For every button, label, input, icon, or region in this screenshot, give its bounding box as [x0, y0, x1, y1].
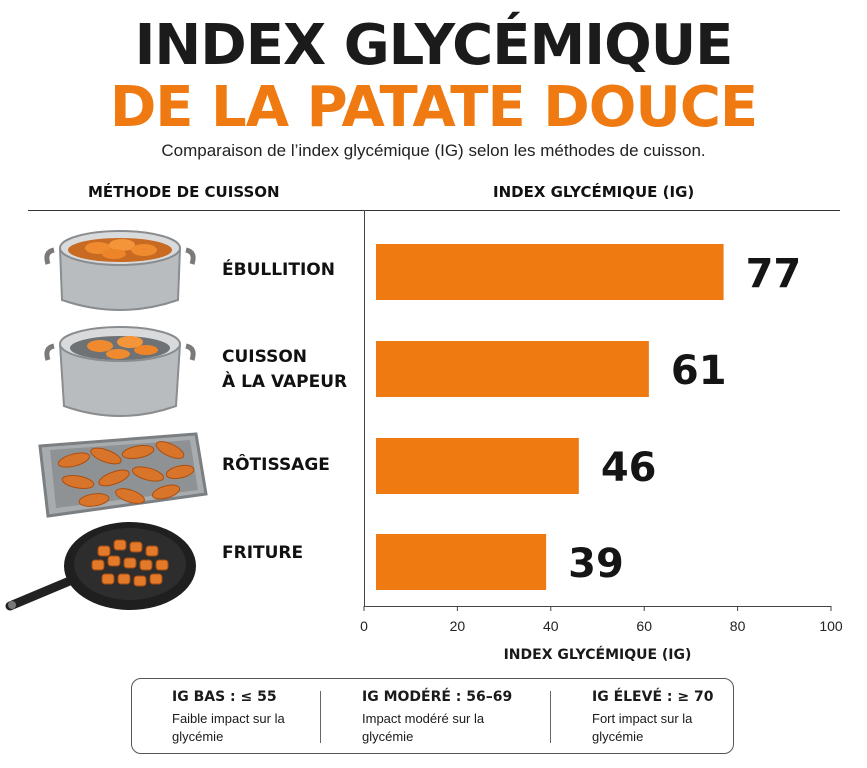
legend-desc-high: Fort impact sur la glycémie: [592, 711, 693, 745]
bar-3: [376, 534, 547, 590]
x-tick-label: 20: [450, 618, 466, 634]
bar-value-label: 46: [601, 445, 657, 491]
header-divider: [28, 210, 840, 211]
legend-item-low: IG BAS : ≤ 55 Faible impact sur la glycé…: [172, 689, 322, 746]
x-tick-label: 80: [730, 618, 746, 634]
column-header-gi: INDEX GLYCÉMIQUE (IG): [493, 183, 695, 201]
legend-separator: [550, 691, 551, 743]
legend-desc-moderate: Impact modéré sur la glycémie: [362, 711, 485, 745]
method-label-boiling: ÉBULLITION: [222, 260, 335, 280]
method-label-roasting: RÔTISSAGE: [222, 455, 330, 475]
chart-y-axis: [364, 210, 365, 607]
legend-desc-low: Faible impact sur la glycémie: [172, 711, 285, 745]
frying-pan-icon: [5, 522, 196, 611]
title-line-2: DE LA PATATE DOUCE: [109, 75, 758, 140]
steamer-pot-icon: [44, 326, 196, 417]
legend-title-moderate: IG MODÉRÉ : 56–69: [362, 689, 513, 705]
x-tick-label: 40: [543, 618, 559, 634]
subtitle: Comparaison de l’index glycémique (IG) s…: [161, 141, 706, 160]
bar-value-label: 39: [568, 541, 624, 587]
bar-value-label: 61: [671, 348, 727, 394]
chart-x-axis: [364, 606, 831, 607]
x-tick-label: 60: [636, 618, 652, 634]
x-tick-label: 100: [819, 618, 843, 634]
gi-legend: IG BAS : ≤ 55 Faible impact sur la glycé…: [131, 678, 734, 754]
x-axis-label: INDEX GLYCÉMIQUE (IG): [503, 647, 692, 663]
legend-title-low: IG BAS : ≤ 55: [172, 689, 277, 705]
method-label-steaming: CUISSON À LA VAPEUR: [222, 347, 348, 392]
bar-2: [376, 438, 579, 494]
title-line-1: INDEX GLYCÉMIQUE: [134, 13, 734, 78]
boiling-pot-icon: [44, 230, 196, 311]
column-header-method: MÉTHODE DE CUISSON: [88, 183, 280, 201]
legend-item-high: IG ÉLEVÉ : ≥ 70 Fort impact sur la glycé…: [592, 689, 742, 746]
method-label-frying: FRITURE: [222, 543, 304, 563]
bar-1: [376, 341, 649, 397]
bar-value-label: 77: [746, 251, 802, 297]
legend-title-high: IG ÉLEVÉ : ≥ 70: [592, 689, 714, 705]
bar-0: [376, 244, 724, 300]
legend-item-moderate: IG MODÉRÉ : 56–69 Impact modéré sur la g…: [362, 689, 512, 746]
x-tick-label: 0: [360, 618, 368, 634]
legend-separator: [320, 691, 321, 743]
roasting-tray-icon: [38, 432, 208, 518]
